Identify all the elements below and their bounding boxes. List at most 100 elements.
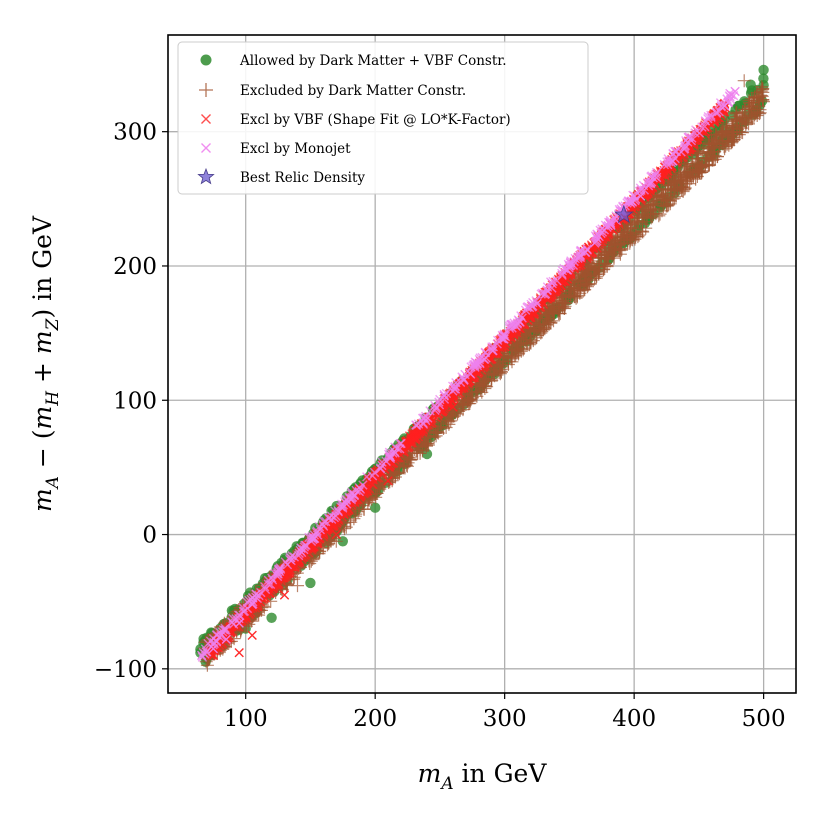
data-point: [333, 505, 343, 516]
data-point: [397, 460, 411, 474]
data-point: [200, 649, 210, 659]
data-point: [470, 359, 480, 370]
data-point: [329, 534, 343, 548]
x-tick-label: 500: [742, 706, 786, 732]
data-point: [260, 584, 271, 595]
data-point: [420, 413, 430, 423]
legend-label: Allowed by Dark Matter + VBF Constr.: [239, 53, 507, 69]
data-point: [205, 636, 216, 646]
y-tick-label: −100: [94, 657, 157, 683]
data-point: [675, 179, 689, 193]
data-point: [296, 547, 307, 558]
data-point: [557, 301, 571, 315]
data-point: [238, 603, 248, 613]
data-point: [667, 177, 681, 191]
data-point: [385, 450, 395, 460]
data-point: [448, 402, 458, 412]
data-point: [557, 268, 567, 279]
data-point: [756, 82, 770, 95]
data-point: [228, 619, 239, 629]
data-point: [266, 612, 277, 623]
data-point: [746, 93, 760, 107]
data-point: [369, 467, 380, 478]
data-point: [226, 627, 236, 638]
data-point: [465, 369, 476, 379]
data-point: [699, 151, 712, 165]
legend-marker-plus: [199, 83, 213, 97]
data-point: [668, 156, 678, 166]
data-point: [488, 342, 498, 352]
data-point: [406, 435, 416, 445]
data-point: [247, 630, 257, 640]
data-point: [730, 86, 740, 97]
data-point: [655, 204, 669, 218]
data-point: [611, 232, 625, 246]
data-point: [687, 133, 697, 143]
data-point: [355, 484, 366, 494]
data-point: [457, 372, 467, 382]
data-point: [639, 185, 649, 195]
data-point: [358, 480, 368, 490]
data-point: [383, 476, 393, 486]
y-tick-label: 200: [113, 254, 157, 280]
data-point: [362, 472, 372, 482]
data-point: [517, 313, 527, 323]
data-point: [714, 126, 728, 140]
data-point: [739, 116, 753, 130]
data-point: [673, 167, 687, 181]
data-point: [390, 442, 400, 452]
data-point: [319, 516, 329, 527]
legend-item-excluded-dm: Excluded by Dark Matter Constr.: [199, 83, 466, 99]
data-point: [408, 427, 419, 438]
data-point: [447, 409, 461, 423]
data-point: [504, 352, 518, 366]
data-point: [730, 106, 744, 120]
data-point: [679, 141, 690, 152]
x-axis-label: mA in GeV: [418, 759, 548, 794]
data-point: [392, 443, 403, 454]
data-point: [748, 108, 762, 122]
data-point: [546, 307, 560, 321]
data-point: [556, 290, 570, 304]
data-point: [666, 192, 680, 206]
data-point: [274, 566, 285, 577]
data-point: [294, 548, 304, 558]
data-point: [395, 439, 405, 449]
x-tick-label: 400: [612, 706, 656, 732]
data-point: [745, 79, 756, 90]
data-point: [557, 278, 567, 288]
data-point: [197, 650, 207, 661]
data-point: [734, 125, 748, 139]
data-point: [573, 252, 584, 262]
data-point: [532, 324, 546, 338]
data-point: [684, 169, 697, 183]
data-point: [703, 112, 713, 122]
data-point: [590, 269, 604, 283]
data-point: [720, 101, 730, 111]
data-point: [301, 540, 311, 550]
legend-box: [177, 41, 589, 195]
data-point: [242, 597, 252, 607]
data-point: [542, 285, 552, 295]
data-point: [318, 519, 328, 530]
data-point: [430, 405, 440, 415]
data-point: [405, 435, 415, 445]
data-point: [582, 245, 592, 255]
data-point: [419, 413, 429, 423]
data-point: [309, 530, 319, 540]
data-point: [696, 160, 710, 174]
data-point: [351, 505, 365, 519]
legend-label: Excluded by Dark Matter Constr.: [240, 83, 466, 99]
legend-item-best-relic: Best Relic Density: [197, 167, 365, 186]
data-point: [370, 502, 381, 513]
data-point: [498, 334, 509, 344]
data-point: [354, 486, 364, 497]
data-point: [664, 183, 678, 197]
x-tick-label: 100: [224, 706, 268, 732]
data-point: [535, 312, 549, 326]
data-point: [231, 614, 241, 624]
data-point: [624, 218, 637, 232]
data-point: [558, 299, 572, 313]
legend-label: Excl by Monojet: [240, 141, 351, 157]
